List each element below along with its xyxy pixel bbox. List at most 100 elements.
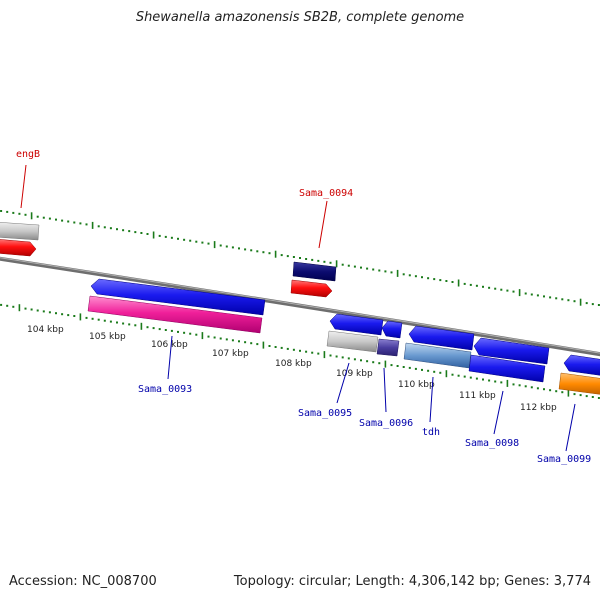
scale-minor-tick bbox=[256, 250, 259, 253]
gene-arrow-tdh[interactable] bbox=[408, 325, 475, 351]
scale-minor-tick bbox=[134, 324, 137, 327]
scale-minor-tick bbox=[543, 295, 545, 298]
scale-label-106: 106 kbp bbox=[151, 340, 188, 350]
scale-minor-tick bbox=[250, 249, 253, 252]
scale-minor-tick bbox=[329, 354, 332, 357]
scale-minor-tick bbox=[347, 357, 350, 360]
scale-minor-tick bbox=[567, 299, 570, 302]
scale-minor-tick bbox=[183, 331, 186, 334]
scale-minor-tick bbox=[225, 245, 228, 248]
footer-stats: Topology: circular; Length: 4,306,142 bp… bbox=[233, 574, 591, 589]
scale-minor-tick bbox=[146, 326, 149, 329]
gene-arrow-sama-0098[interactable] bbox=[473, 337, 550, 365]
label-sama-0095[interactable]: Sama_0095 bbox=[298, 408, 352, 419]
scale-minor-tick bbox=[305, 350, 308, 353]
scale-minor-tick bbox=[482, 285, 484, 288]
scale-minor-tick bbox=[549, 296, 552, 299]
leader-engb bbox=[20, 164, 27, 209]
scale-minor-tick bbox=[67, 220, 70, 223]
gene-block-sama-0095[interactable] bbox=[326, 330, 379, 353]
scale-minor-tick bbox=[280, 254, 283, 257]
gene-block-sama-0093[interactable] bbox=[87, 295, 263, 334]
scale-minor-tick bbox=[0, 303, 3, 306]
scale-minor-tick bbox=[219, 244, 222, 247]
gene-arrow-sama-0095[interactable] bbox=[329, 313, 384, 336]
gene-block-gray-left[interactable] bbox=[0, 222, 40, 241]
scale-minor-tick bbox=[414, 275, 417, 278]
gene-arrow-engb[interactable] bbox=[0, 239, 37, 257]
scale-labels: 104 kbp 105 kbp 106 kbp 107 kbp 108 kbp … bbox=[27, 325, 557, 413]
scale-minor-tick bbox=[561, 391, 564, 394]
scale-minor-tick bbox=[109, 320, 112, 323]
gene-arrow-sama-0096[interactable] bbox=[381, 320, 403, 339]
reverse-features bbox=[87, 278, 600, 395]
label-tdh[interactable]: tdh bbox=[422, 427, 440, 438]
scale-minor-tick bbox=[146, 233, 149, 235]
scale-minor-tick bbox=[91, 317, 94, 320]
scale-minor-tick bbox=[18, 212, 21, 215]
map-title: Shewanella amazonensis SB2B, complete ge… bbox=[135, 10, 465, 25]
scale-minor-tick bbox=[286, 255, 289, 258]
scale-label-105: 105 kbp bbox=[89, 332, 126, 342]
gene-arrow-sama-0093[interactable] bbox=[90, 278, 266, 316]
label-sama-0093[interactable]: Sama_0093 bbox=[138, 384, 192, 395]
scale-minor-tick bbox=[183, 238, 186, 241]
scale-minor-tick bbox=[555, 390, 558, 393]
scale-minor-tick bbox=[140, 232, 143, 234]
scale-minor-tick bbox=[573, 393, 576, 396]
scale-minor-tick bbox=[67, 314, 70, 317]
gene-arrow-sama-0094[interactable] bbox=[290, 279, 333, 298]
scale-minor-tick bbox=[372, 268, 375, 271]
scale-minor-tick bbox=[530, 293, 533, 296]
scale-minor-tick bbox=[366, 360, 369, 363]
scale-minor-tick bbox=[488, 379, 491, 382]
scale-minor-tick bbox=[421, 368, 423, 371]
scale-minor-tick bbox=[12, 305, 15, 308]
scale-minor-tick bbox=[36, 215, 39, 218]
scale-minor-tick bbox=[323, 260, 326, 263]
label-sama-0099[interactable]: Sama_0099 bbox=[537, 454, 591, 465]
gene-block-tdh[interactable] bbox=[403, 342, 472, 369]
scale-minor-tick bbox=[6, 304, 9, 307]
scale-minor-tick bbox=[402, 273, 405, 276]
leader-sama-0095 bbox=[336, 362, 350, 404]
scale-minor-tick bbox=[103, 226, 106, 229]
scale-minor-tick bbox=[311, 258, 314, 261]
scale-minor-tick bbox=[591, 303, 594, 306]
footer-accession: Accession: NC_008700 bbox=[9, 574, 157, 589]
gene-arrow-sama-0099[interactable] bbox=[563, 354, 600, 376]
gene-block-sama-0096[interactable] bbox=[376, 338, 400, 357]
label-engb[interactable]: engB bbox=[16, 149, 40, 160]
scale-minor-tick bbox=[158, 328, 161, 331]
scale-minor-tick bbox=[469, 376, 472, 379]
gene-block-sama-0098[interactable] bbox=[468, 354, 546, 383]
genome-backbone bbox=[0, 256, 600, 357]
gene-block-sama-0099[interactable] bbox=[558, 372, 600, 395]
scale-minor-tick bbox=[231, 246, 234, 249]
scale-minor-tick bbox=[280, 346, 283, 349]
scale-label-107: 107 kbp bbox=[212, 349, 249, 359]
scale-minor-tick bbox=[55, 218, 57, 221]
scale-label-108: 108 kbp bbox=[275, 359, 312, 369]
scale-minor-tick bbox=[482, 378, 484, 381]
label-sama-0096[interactable]: Sama_0096 bbox=[359, 418, 413, 429]
gene-block-sama-0094[interactable] bbox=[292, 261, 337, 282]
scale-minor-tick bbox=[390, 271, 393, 274]
label-sama-0094[interactable]: Sama_0094 bbox=[299, 188, 353, 199]
scale-minor-tick bbox=[457, 374, 460, 377]
scale-minor-tick bbox=[164, 329, 167, 331]
scale-minor-tick bbox=[109, 227, 112, 230]
scale-minor-tick bbox=[177, 237, 179, 240]
leader-sama-0096 bbox=[383, 367, 387, 413]
label-sama-0098[interactable]: Sama_0098 bbox=[465, 438, 519, 449]
scale-minor-tick bbox=[189, 332, 192, 335]
scale-minor-tick bbox=[451, 281, 454, 283]
scale-minor-tick bbox=[463, 375, 466, 378]
scale-minor-tick bbox=[597, 397, 600, 399]
scale-minor-tick bbox=[207, 335, 210, 338]
scale-minor-tick bbox=[213, 336, 216, 339]
scale-minor-tick bbox=[451, 373, 454, 376]
scale-minor-tick bbox=[427, 277, 430, 280]
scale-minor-tick bbox=[55, 312, 57, 315]
scale-minor-tick bbox=[384, 270, 387, 273]
